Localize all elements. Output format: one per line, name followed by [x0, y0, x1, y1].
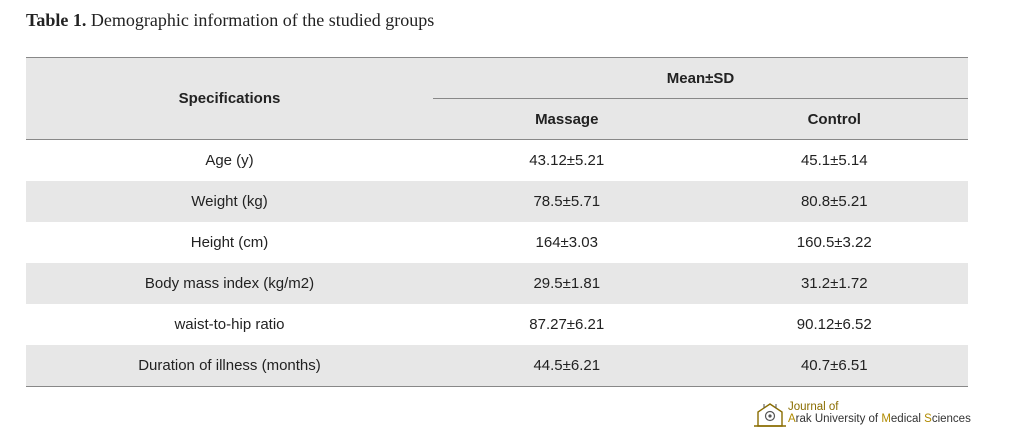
- logo-text-part: ciences: [931, 413, 971, 425]
- control-value: 40.7±6.51: [700, 345, 968, 387]
- table-row: Body mass index (kg/m2) 29.5±1.81 31.2±1…: [26, 263, 968, 304]
- header-row-1: Specifications Mean±SD: [26, 57, 968, 140]
- logo-letter-a: A: [788, 413, 796, 425]
- massage-value: 43.12±5.21: [529, 152, 605, 169]
- control-value: 45.1±5.14: [800, 152, 868, 169]
- header-row-2: Massage Control: [26, 98, 968, 140]
- logo-letter-m: M: [881, 413, 891, 425]
- journal-logo-text: Journal of Arak University of Medical Sc…: [788, 401, 971, 425]
- emblem-icon: [754, 403, 786, 427]
- table-row: Age (y) 43.12±5.21 45.1±5.14: [26, 140, 968, 182]
- table-row: Height (cm) 164±3.03 160.5±3.22: [26, 222, 968, 263]
- table-row: Weight (kg) 78.5±5.71 80.8±5.21: [26, 181, 968, 222]
- row-label: Duration of illness (months): [26, 345, 433, 387]
- journal-logo-emblem: [754, 403, 786, 427]
- massage-value: 78.5±5.71: [433, 181, 701, 222]
- caption-text: Demographic information of the studied g…: [90, 10, 435, 30]
- control-value: 80.8±5.21: [700, 181, 968, 222]
- row-label: Body mass index (kg/m2): [26, 263, 433, 304]
- row-label: Age (y): [205, 152, 254, 169]
- massage-value: 44.5±6.21: [433, 345, 701, 387]
- massage-value: 29.5±1.81: [433, 263, 701, 304]
- mean-sd-header: Mean±SD: [433, 57, 968, 99]
- massage-value: 164±3.03: [535, 234, 598, 251]
- control-value: 160.5±3.22: [796, 234, 872, 251]
- row-label: waist-to-hip ratio: [174, 316, 285, 333]
- control-value: 31.2±1.72: [700, 263, 968, 304]
- logo-text-part: rak University of: [795, 413, 882, 425]
- row-label: Height (cm): [190, 234, 269, 251]
- caption-label: Table 1.: [26, 10, 87, 30]
- massage-header: Massage: [433, 98, 701, 140]
- table-row: waist-to-hip ratio 87.27±6.21 90.12±6.52: [26, 304, 968, 345]
- table-caption: Table 1. Demographic information of the …: [26, 10, 434, 31]
- control-header: Control: [700, 98, 968, 140]
- logo-line-1: Journal of: [788, 401, 839, 413]
- massage-value: 87.27±6.21: [529, 316, 605, 333]
- table-row: Duration of illness (months) 44.5±6.21 4…: [26, 345, 968, 387]
- logo-line-2: Arak University of Medical Sciences: [788, 413, 971, 425]
- control-value: 90.12±6.52: [796, 316, 872, 333]
- demographics-table: Specifications Mean±SD Massage Control A…: [26, 57, 968, 387]
- logo-letter-s: S: [924, 413, 932, 425]
- specifications-header: Specifications: [26, 57, 433, 140]
- logo-text-part: edical: [890, 413, 925, 425]
- row-label: Weight (kg): [26, 181, 433, 222]
